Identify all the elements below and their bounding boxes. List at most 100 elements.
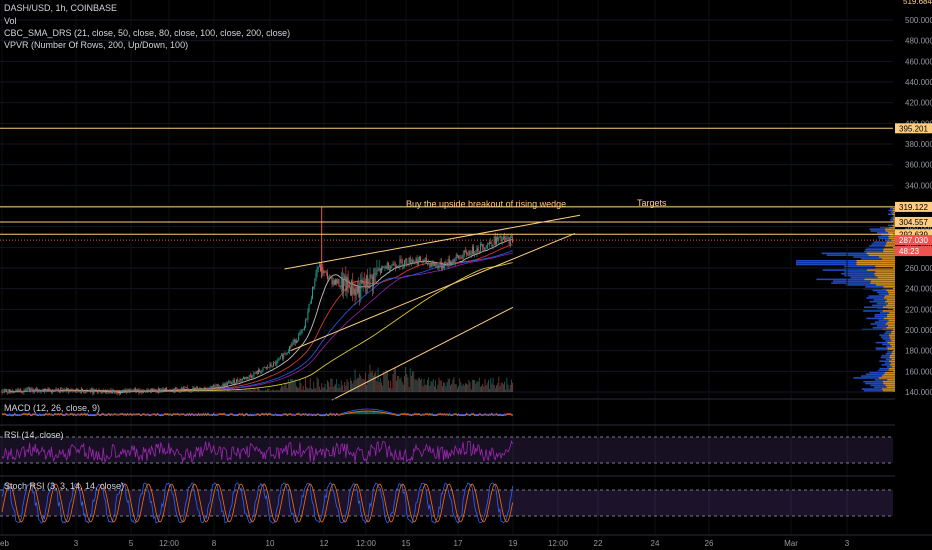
candle-body bbox=[100, 390, 102, 394]
candle-body bbox=[370, 274, 372, 277]
vpvr-bar-down bbox=[886, 386, 895, 389]
macd-label[interactable]: MACD (12, 26, close, 9) bbox=[4, 403, 101, 413]
volume-bar bbox=[385, 369, 387, 392]
volume-bar bbox=[54, 388, 56, 392]
candle-body bbox=[13, 391, 14, 393]
volume-bar bbox=[462, 383, 464, 392]
vpvr-bar-down bbox=[884, 245, 895, 247]
candle-body bbox=[247, 377, 249, 379]
macd-histogram bbox=[360, 410, 362, 415]
rsi-label[interactable]: RSI (14, close) bbox=[4, 430, 64, 440]
candle-body bbox=[9, 389, 11, 393]
volume-bar bbox=[414, 379, 416, 392]
macd-histogram bbox=[352, 411, 354, 415]
candle-body bbox=[353, 288, 355, 295]
candle-body bbox=[302, 329, 304, 330]
candle-body bbox=[338, 279, 340, 286]
price-top-label: 519.684 bbox=[903, 0, 932, 6]
candle-body bbox=[384, 266, 386, 268]
stoch-k bbox=[1, 482, 513, 524]
volume-bar bbox=[259, 389, 261, 392]
candle-body bbox=[180, 388, 182, 390]
candle-body bbox=[345, 276, 347, 292]
candle-body bbox=[167, 390, 169, 391]
volume-bar bbox=[120, 390, 121, 392]
vpvr-bar-down bbox=[856, 259, 895, 262]
candle-body bbox=[398, 265, 400, 268]
candle-body bbox=[300, 331, 302, 333]
macd-histogram bbox=[48, 413, 50, 415]
price-tag bbox=[895, 216, 932, 227]
candle-body bbox=[169, 390, 171, 392]
candle-body bbox=[485, 247, 487, 249]
targets-annotation[interactable]: Targets bbox=[637, 198, 667, 208]
candle-body bbox=[44, 389, 45, 392]
macd-histogram bbox=[354, 411, 356, 415]
candle-body bbox=[106, 392, 108, 394]
macd-histogram bbox=[343, 413, 344, 415]
candle-body bbox=[264, 367, 266, 369]
macd-histogram bbox=[373, 410, 374, 415]
sma-label[interactable]: CBC_SMA_DRS (21, close, 50, close, 80, c… bbox=[4, 28, 291, 38]
vpvr-bar-up bbox=[844, 265, 876, 268]
candle-body bbox=[116, 391, 118, 394]
price-tick: 140.000 bbox=[905, 388, 932, 397]
candle-body bbox=[224, 383, 226, 387]
vpvr-bar-down bbox=[885, 323, 895, 325]
candle-body bbox=[245, 377, 247, 380]
volume-bar bbox=[224, 388, 226, 392]
volume-bar bbox=[325, 389, 327, 392]
volume-bar bbox=[428, 377, 430, 392]
candle-body bbox=[305, 319, 307, 328]
volume-bar bbox=[309, 378, 311, 392]
symbol-title[interactable]: DASH/USD, 1h, COINBASE bbox=[4, 3, 118, 13]
candle-body bbox=[354, 288, 356, 296]
volume-bar bbox=[443, 381, 445, 392]
candle-body bbox=[67, 388, 68, 390]
macd-histogram bbox=[262, 413, 264, 415]
volume-bar bbox=[362, 379, 364, 392]
volume-bar bbox=[337, 387, 339, 392]
candle-body bbox=[168, 390, 170, 392]
candle-body bbox=[304, 327, 305, 330]
candle-body bbox=[401, 260, 403, 267]
candle-body bbox=[468, 251, 470, 256]
wedge-annotation[interactable]: Buy the upside breakout of rising wedge bbox=[406, 199, 566, 209]
candle-body bbox=[500, 235, 502, 241]
vpvr-bar-up bbox=[870, 384, 886, 387]
stoch-label[interactable]: Stoch RSI (3, 3, 14, 14, close) bbox=[4, 481, 125, 491]
candle-body bbox=[446, 263, 448, 266]
candle-body bbox=[482, 244, 484, 248]
volume-bar bbox=[195, 390, 197, 392]
candle-body bbox=[360, 279, 362, 298]
candle-body bbox=[379, 268, 381, 273]
volume-label[interactable]: Vol bbox=[4, 16, 17, 26]
volume-bar bbox=[390, 380, 392, 392]
vpvr-bar-up bbox=[853, 256, 879, 258]
candle-body bbox=[184, 387, 186, 389]
vpvr-bar-up bbox=[892, 215, 895, 217]
vpvr-bar-up bbox=[853, 377, 879, 379]
candle-body bbox=[377, 269, 379, 271]
volume-bar bbox=[14, 390, 16, 392]
volume-bar bbox=[335, 384, 336, 392]
candle-body bbox=[497, 237, 499, 240]
volume-bar bbox=[256, 388, 258, 392]
macd-histogram bbox=[363, 410, 365, 415]
candle-body bbox=[364, 284, 366, 286]
vpvr-bar-down bbox=[893, 219, 895, 221]
time-tick: 3 bbox=[845, 539, 850, 548]
candle-body bbox=[268, 367, 270, 368]
vpvr-bar-up bbox=[876, 302, 888, 305]
candle-body bbox=[134, 389, 136, 393]
vpvr-bar-down bbox=[888, 360, 895, 363]
candle-body bbox=[417, 259, 419, 265]
volume-bar bbox=[177, 390, 179, 392]
candle-body bbox=[335, 279, 336, 285]
vpvr-label[interactable]: VPVR (Number Of Rows, 200, Up/Down, 100) bbox=[4, 40, 189, 50]
volume-bar bbox=[507, 384, 509, 392]
candle-body bbox=[507, 237, 509, 239]
candle-body bbox=[143, 390, 144, 393]
candle-body bbox=[14, 392, 16, 393]
